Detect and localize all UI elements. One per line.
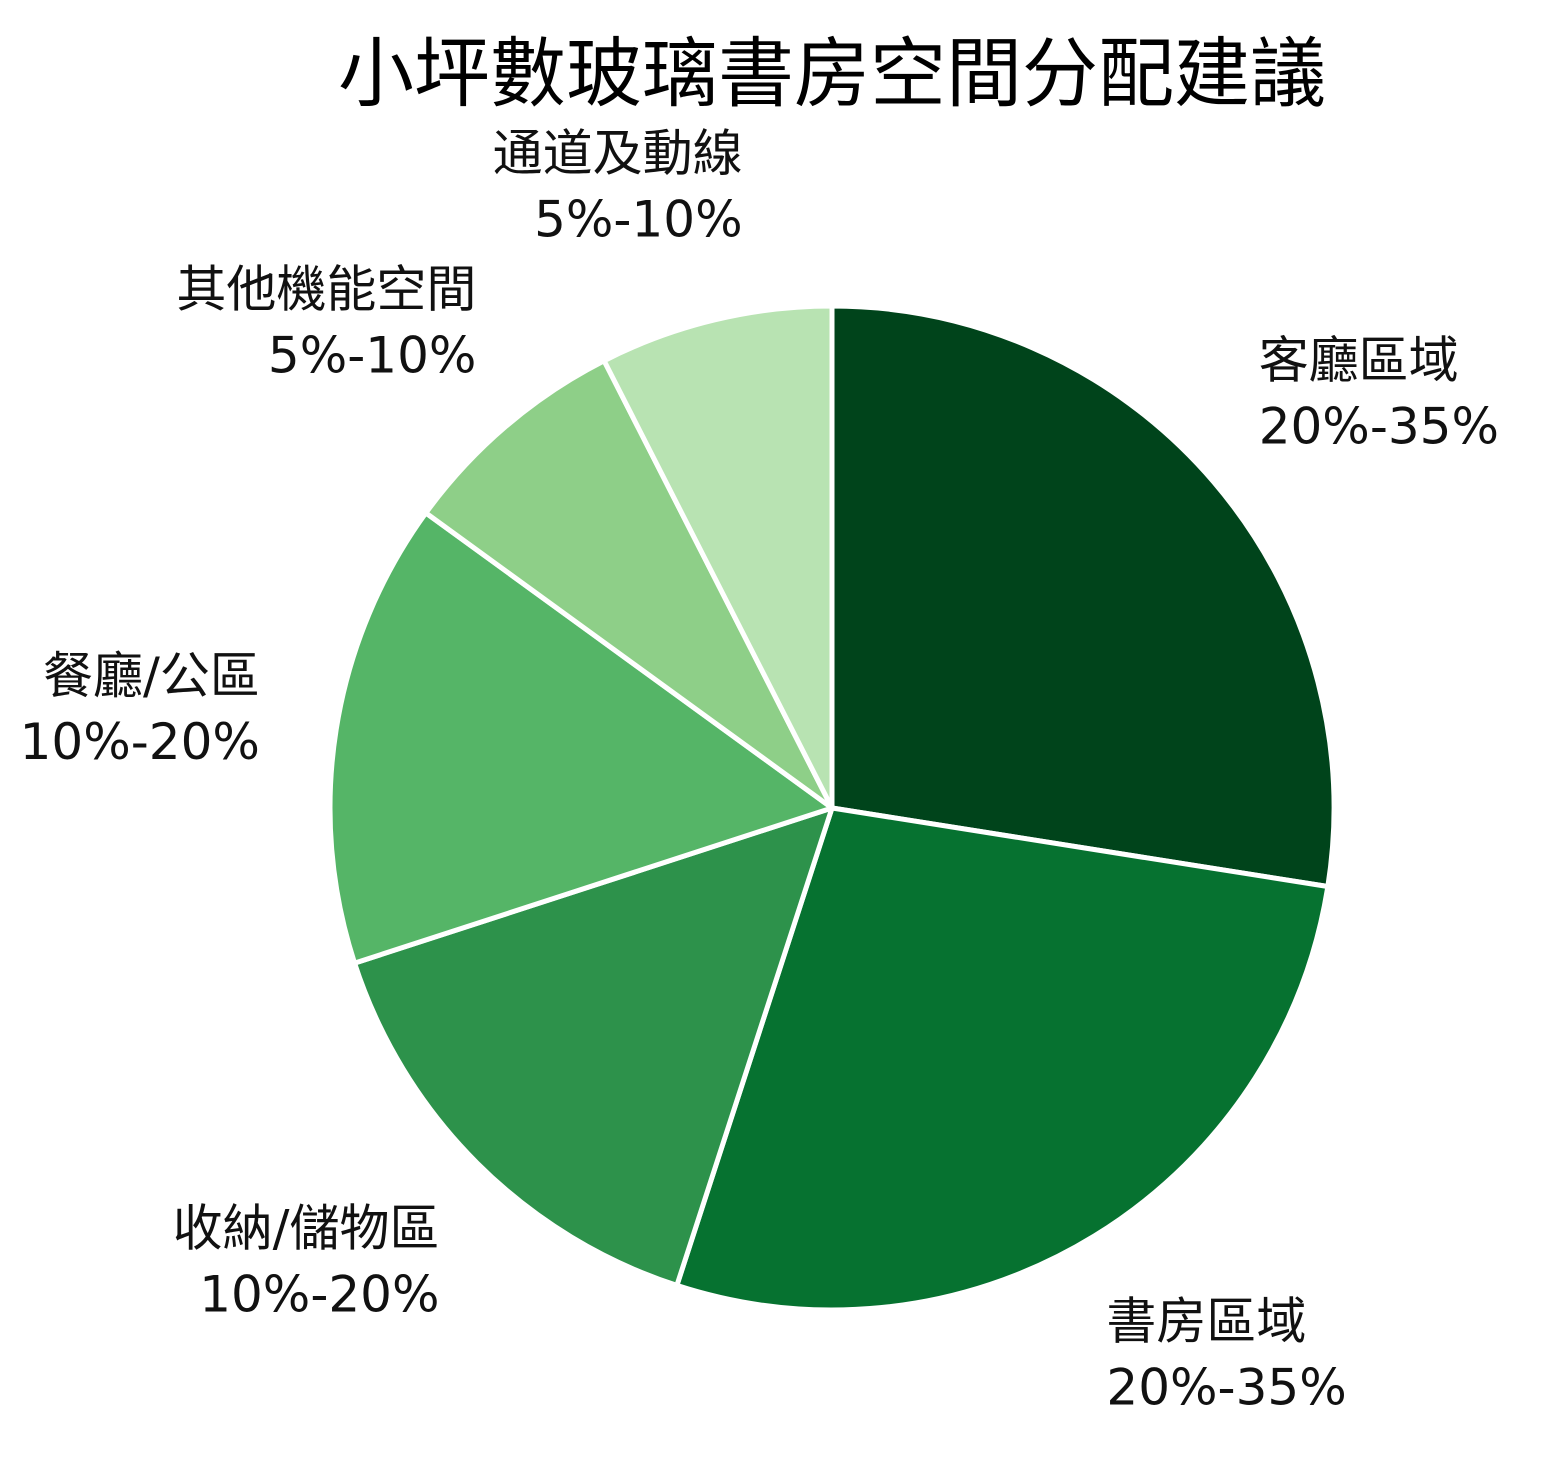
slice-name: 客廳區域 (1259, 331, 1459, 389)
pie-slice (352, 805, 835, 1288)
slice-label: 書房區域 20%-35% (1106, 1293, 1346, 1417)
slice-label: 其他機能空間 5%-10% (176, 260, 476, 384)
slice-range: 5%-10% (534, 191, 743, 249)
slice-name: 其他機能空間 (176, 260, 476, 318)
slice-range: 20%-35% (1106, 1359, 1346, 1417)
slice-name: 餐廳/公區 (43, 647, 260, 705)
pie-slice (327, 510, 835, 966)
slice-labels: 客廳區域 20%-35%書房區域 20%-35%收納/儲物區 10%-20%餐廳/公區… (20, 125, 1499, 1417)
slice-name: 通道及動線 (493, 125, 743, 183)
pie-slice (601, 303, 835, 811)
slice-name: 收納/儲物區 (173, 1200, 440, 1258)
chart-title: 小坪數玻璃書房空間分配建議 (338, 29, 1326, 118)
slice-label: 餐廳/公區 10%-20% (20, 647, 260, 771)
slice-label: 通道及動線 5%-10% (493, 125, 743, 249)
pie-slice (829, 303, 1337, 890)
slice-label: 收納/儲物區 10%-20% (173, 1200, 440, 1324)
slice-label: 客廳區域 20%-35% (1259, 331, 1499, 455)
slice-name: 書房區域 (1106, 1293, 1306, 1351)
pie-slice (423, 358, 835, 811)
slice-range: 10%-20% (20, 713, 260, 771)
slice-range: 5%-10% (268, 326, 477, 384)
pie-slices (327, 303, 1337, 1313)
slice-range: 10%-20% (199, 1266, 439, 1324)
pie-slice (674, 805, 1331, 1313)
slice-range: 20%-35% (1259, 397, 1499, 455)
